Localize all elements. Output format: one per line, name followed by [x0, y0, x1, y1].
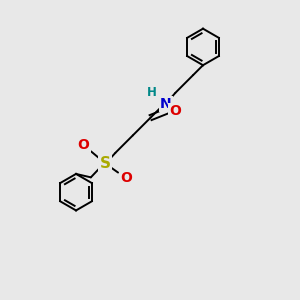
Text: H: H — [147, 86, 157, 99]
Text: O: O — [169, 104, 181, 118]
Text: N: N — [160, 97, 172, 111]
Text: O: O — [78, 138, 89, 152]
Text: O: O — [120, 171, 132, 185]
Text: S: S — [100, 156, 111, 171]
